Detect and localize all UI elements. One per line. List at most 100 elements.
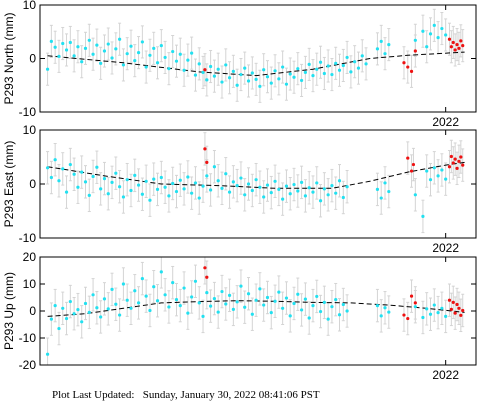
north-data-point bbox=[265, 75, 270, 79]
north-data-point bbox=[413, 49, 417, 53]
up-data-point bbox=[83, 301, 88, 306]
up-data-point bbox=[334, 298, 338, 302]
north-data-point bbox=[375, 47, 380, 51]
north-ytick-label: -10 bbox=[19, 105, 37, 119]
up-data-point bbox=[205, 275, 209, 279]
north-data-point bbox=[220, 80, 224, 84]
east-data-point bbox=[178, 178, 182, 182]
north-data-point bbox=[243, 66, 247, 70]
up-data-point bbox=[76, 308, 80, 312]
north-data-point bbox=[250, 71, 254, 75]
north-data-point bbox=[209, 64, 213, 69]
east-data-point bbox=[209, 188, 213, 192]
east-data-point bbox=[68, 162, 72, 167]
east-data-point bbox=[114, 171, 118, 175]
up-data-point bbox=[243, 305, 247, 309]
north-data-point bbox=[80, 60, 84, 64]
up-data-point bbox=[178, 304, 182, 308]
east-data-point bbox=[129, 188, 133, 193]
east-data-point bbox=[190, 191, 194, 195]
up-data-point bbox=[440, 306, 444, 310]
north-data-point bbox=[453, 48, 457, 52]
north-data-point bbox=[269, 81, 273, 85]
up-data-point bbox=[106, 307, 110, 311]
up-data-point bbox=[341, 302, 345, 307]
north-data-point bbox=[281, 65, 285, 69]
east-data-point bbox=[250, 188, 254, 193]
north-trend-line bbox=[47, 51, 465, 77]
north-data-point bbox=[447, 37, 452, 41]
up-data-point bbox=[432, 303, 436, 307]
up-data-point bbox=[318, 309, 323, 314]
east-data-point bbox=[203, 147, 207, 151]
up-data-point bbox=[254, 298, 258, 302]
north-data-point bbox=[318, 60, 323, 64]
north-data-point bbox=[186, 58, 190, 62]
east-data-point bbox=[379, 196, 383, 200]
up-data-point bbox=[45, 352, 50, 356]
east-data-point bbox=[87, 193, 91, 197]
north-data-point bbox=[387, 42, 391, 47]
east-data-point bbox=[411, 162, 416, 167]
north-data-point bbox=[118, 37, 122, 41]
east-data-point bbox=[447, 165, 452, 169]
up-plot-area bbox=[45, 257, 465, 365]
up-data-point bbox=[99, 315, 103, 319]
east-data-point bbox=[227, 190, 232, 194]
north-data-point bbox=[345, 55, 349, 60]
up-data-point bbox=[288, 314, 292, 318]
north-data-point bbox=[409, 69, 414, 73]
up-data-point bbox=[447, 298, 452, 302]
east-data-point bbox=[318, 199, 323, 203]
north-data-point bbox=[201, 70, 205, 75]
east-data-point bbox=[258, 185, 262, 189]
east-data-point bbox=[72, 172, 76, 176]
east-data-point bbox=[64, 190, 69, 194]
up-data-point bbox=[197, 301, 201, 305]
north-data-point bbox=[455, 42, 459, 47]
up-data-point bbox=[406, 316, 410, 321]
north-data-point bbox=[353, 60, 357, 64]
east-data-point bbox=[265, 183, 270, 187]
north-frame bbox=[39, 4, 477, 113]
east-data-point bbox=[288, 192, 292, 196]
up-data-point bbox=[269, 311, 273, 315]
up-data-point bbox=[449, 307, 453, 311]
north-data-point bbox=[341, 63, 345, 68]
up-ytick-label: 20 bbox=[23, 250, 37, 264]
east-trend-line bbox=[47, 161, 465, 189]
north-data-point bbox=[444, 33, 448, 37]
up-data-point bbox=[461, 308, 465, 313]
east-data-point bbox=[144, 179, 148, 183]
north-data-point bbox=[288, 72, 292, 76]
north-data-point bbox=[337, 68, 342, 72]
east-data-point bbox=[133, 173, 137, 177]
up-data-point bbox=[455, 302, 459, 307]
north-data-point bbox=[99, 61, 103, 65]
north-data-point bbox=[155, 61, 160, 65]
up-data-point bbox=[262, 303, 266, 307]
up-data-point bbox=[457, 306, 461, 310]
east-data-point bbox=[432, 166, 436, 170]
north-data-point bbox=[254, 77, 258, 81]
up-data-point bbox=[193, 279, 198, 283]
east-data-point bbox=[334, 191, 338, 195]
up-data-point bbox=[133, 289, 137, 293]
north-data-point bbox=[383, 52, 387, 56]
north-data-point bbox=[315, 67, 319, 71]
up-data-point bbox=[277, 290, 281, 294]
east-data-point bbox=[167, 194, 171, 198]
north-data-point bbox=[303, 70, 307, 75]
north-data-point bbox=[360, 54, 364, 58]
north-ytick-label: 0 bbox=[29, 52, 36, 66]
north-data-point bbox=[364, 62, 368, 66]
east-data-point bbox=[277, 187, 281, 191]
up-ylabel: P293 Up (mm) bbox=[2, 272, 16, 350]
north-data-point bbox=[239, 72, 243, 77]
north-data-point bbox=[171, 49, 175, 54]
north-data-point bbox=[432, 23, 436, 27]
east-data-point bbox=[459, 155, 463, 159]
east-data-point bbox=[444, 177, 448, 181]
north-data-point bbox=[421, 29, 425, 33]
north-data-point bbox=[227, 76, 232, 80]
